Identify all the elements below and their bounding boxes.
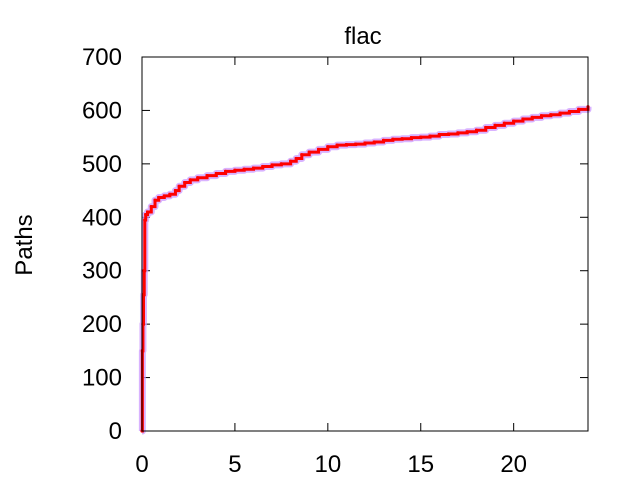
data-point xyxy=(409,136,414,140)
data-point xyxy=(465,130,469,134)
chart-title: flac xyxy=(344,23,381,50)
x-tick-label: 10 xyxy=(314,451,341,478)
data-point xyxy=(162,194,166,198)
data-point xyxy=(549,113,553,117)
y-tick-label: 300 xyxy=(82,258,122,285)
data-point xyxy=(521,117,525,121)
data-point xyxy=(141,293,146,297)
data-point xyxy=(335,143,339,147)
plot-frame xyxy=(141,56,589,432)
data-point xyxy=(173,188,178,193)
data-point xyxy=(326,145,330,149)
data-point xyxy=(567,109,572,114)
data-point xyxy=(168,192,172,196)
data-point xyxy=(142,269,146,273)
data-point xyxy=(157,195,161,200)
data-point xyxy=(419,135,423,139)
data-point xyxy=(316,147,321,152)
y-axis-label: Paths xyxy=(11,214,38,275)
data-point xyxy=(188,178,192,182)
data-point xyxy=(456,131,460,135)
y-tick-label: 200 xyxy=(82,311,122,338)
data-point xyxy=(512,119,516,123)
data-point xyxy=(153,198,157,202)
data-point xyxy=(214,171,218,176)
data-point xyxy=(251,166,256,170)
data-point xyxy=(400,137,404,141)
data-point xyxy=(144,213,148,217)
data-point xyxy=(205,174,209,178)
data-point xyxy=(145,210,150,214)
data-point xyxy=(143,218,147,222)
y-tick-label: 400 xyxy=(82,204,122,231)
data-point xyxy=(224,169,228,173)
data-point xyxy=(294,156,298,161)
data-point xyxy=(428,134,432,138)
data-point xyxy=(381,138,386,142)
series-line xyxy=(140,106,590,433)
axis-ticks xyxy=(141,56,588,432)
y-tick-label: 700 xyxy=(82,44,122,71)
data-point xyxy=(344,143,349,147)
data-point xyxy=(363,141,367,145)
data-point xyxy=(196,176,200,180)
data-point xyxy=(484,125,488,130)
y-tick-label: 0 xyxy=(109,418,122,445)
x-tick-label: 15 xyxy=(407,451,434,478)
data-point xyxy=(177,184,181,188)
data-point xyxy=(270,163,274,167)
data-point xyxy=(437,132,441,137)
series-band xyxy=(138,105,592,435)
data-point xyxy=(354,142,358,146)
y-tick-label: 100 xyxy=(82,365,122,392)
data-point xyxy=(447,132,451,136)
data-point xyxy=(289,159,293,163)
data-point xyxy=(233,168,237,172)
x-tick-label: 0 xyxy=(135,451,148,478)
data-point xyxy=(183,180,187,185)
data-point xyxy=(530,115,534,119)
data-point xyxy=(242,167,246,171)
data-point xyxy=(474,128,479,132)
data-point xyxy=(558,111,562,115)
data-point xyxy=(372,140,376,144)
data-point xyxy=(493,123,497,127)
data-point xyxy=(300,153,304,157)
series-layer xyxy=(138,105,592,435)
y-tick-label: 600 xyxy=(82,97,122,124)
data-point xyxy=(577,107,581,111)
data-point xyxy=(261,164,265,169)
x-tick-label: 5 xyxy=(228,451,241,478)
data-point xyxy=(391,137,395,141)
x-tick-label: 20 xyxy=(500,451,527,478)
data-point xyxy=(539,114,544,118)
data-point xyxy=(502,121,506,125)
data-point xyxy=(149,205,153,209)
data-point xyxy=(279,162,283,166)
y-tick-label: 500 xyxy=(82,151,122,178)
data-point xyxy=(307,150,311,154)
